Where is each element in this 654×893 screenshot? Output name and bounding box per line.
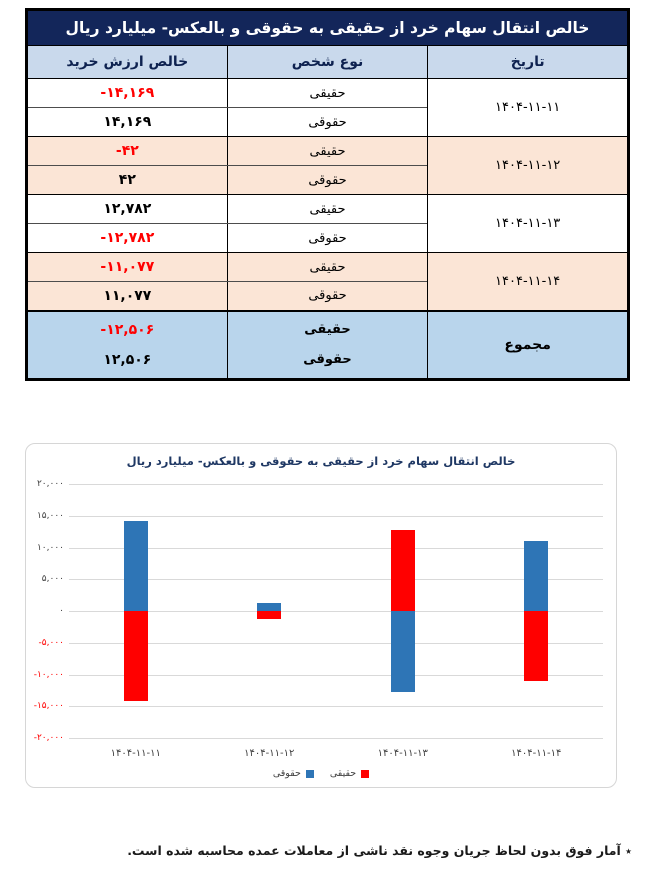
legend-item: حقیقی bbox=[329, 768, 370, 779]
table-row: حقوقی ۱۱,۰۷۷ bbox=[26, 281, 629, 311]
x-axis-label: ۱۴۰۴-۱۱-۱۱ bbox=[110, 748, 161, 759]
bar-segment-negative bbox=[123, 611, 148, 701]
x-axis-label: ۱۴۰۴-۱۱-۱۳ bbox=[377, 748, 428, 759]
person-type-cell: حقوقی bbox=[226, 165, 429, 195]
legend-label: حقیقی bbox=[329, 768, 357, 779]
net-value: -۱۲,۷۸۲ bbox=[100, 230, 155, 246]
y-axis-tick-label: ۱۰,۰۰۰ bbox=[36, 542, 64, 553]
gridline bbox=[69, 738, 603, 739]
gridline bbox=[69, 484, 603, 485]
date-cell: ۱۴۰۴-۱۱-۱۴ bbox=[427, 252, 629, 311]
person-type-cell: حقیقی bbox=[304, 321, 351, 337]
gridline bbox=[69, 674, 603, 676]
bar-segment-negative bbox=[390, 611, 415, 693]
y-axis-tick-label: -۲۰,۰۰۰ bbox=[33, 733, 64, 743]
net-transfer-table: خالص انتقال سهام خرد از حقیقی به حقوقی و… bbox=[25, 8, 630, 381]
y-axis-tick-label: ۵,۰۰۰ bbox=[41, 574, 64, 585]
gridline bbox=[69, 515, 603, 517]
y-axis-tick-label: -۵,۰۰۰ bbox=[38, 637, 64, 648]
x-axis-label: ۱۴۰۴-۱۱-۱۲ bbox=[244, 748, 295, 759]
table-row: ۱۴۰۴-۱۱-۱۳ حقیقی ۱۲,۷۸۲ bbox=[26, 194, 629, 253]
person-type-cell: حقیقی bbox=[226, 252, 429, 282]
bar-segment-positive bbox=[257, 603, 282, 611]
person-type-cell: حقیقی bbox=[226, 78, 429, 108]
table-title: خالص انتقال سهام خرد از حقیقی به حقوقی و… bbox=[26, 9, 629, 46]
net-value: ۱۴,۱۶۹ bbox=[103, 114, 152, 130]
gridline bbox=[69, 579, 603, 581]
table-row: حقوقی -۱۲,۷۸۲ bbox=[26, 223, 629, 253]
net-value-cell: ۴۲ bbox=[26, 165, 228, 195]
gridline bbox=[69, 706, 603, 708]
legend-swatch-icon bbox=[361, 769, 370, 778]
bar-chart: خالص انتقال سهام خرد از حقیقی به حقوقی و… bbox=[25, 443, 617, 788]
person-type-cell: حقوقی bbox=[303, 351, 352, 367]
date-cell: ۱۴۰۴-۱۱-۱۱ bbox=[427, 78, 629, 137]
person-type-cell: حقیقی bbox=[226, 194, 429, 224]
bar-segment-negative bbox=[524, 611, 549, 682]
net-value: ۱۲,۵۰۶ bbox=[103, 351, 152, 368]
chart-title: خالص انتقال سهام خرد از حقیقی به حقوقی و… bbox=[126, 454, 516, 468]
date-cell: ۱۴۰۴-۱۱-۱۲ bbox=[427, 136, 629, 195]
net-value-cell: -۱۲,۷۸۲ bbox=[26, 223, 228, 253]
person-type-cell: حقیقی bbox=[226, 136, 429, 166]
table-header-row: تاریخ نوع شخص خالص ارزش خرید bbox=[26, 45, 629, 79]
legend-swatch-icon bbox=[305, 769, 314, 778]
bar-segment-positive bbox=[123, 521, 148, 611]
total-label: مجموع bbox=[427, 309, 629, 380]
legend-item: حقوقی bbox=[273, 768, 314, 779]
person-type-cell: حقوقی bbox=[226, 223, 429, 253]
table-row: ۱۴۰۴-۱۱-۱۱ حقیقی -۱۴,۱۶۹ bbox=[26, 78, 629, 137]
person-type-cell: حقوقی bbox=[226, 281, 429, 311]
y-axis-tick-label: -۱۰,۰۰۰ bbox=[33, 669, 64, 680]
y-axis-tick-label: ۱۵,۰۰۰ bbox=[36, 510, 64, 521]
net-value-cell: -۱۴,۱۶۹ bbox=[26, 78, 228, 108]
x-axis-label: ۱۴۰۴-۱۱-۱۴ bbox=[511, 748, 562, 759]
gridline bbox=[69, 642, 603, 644]
gridline bbox=[69, 547, 603, 549]
person-type-cell: حقوقی bbox=[226, 107, 429, 137]
gridline bbox=[69, 611, 603, 612]
chart-legend: حقیقی حقوقی bbox=[26, 768, 616, 779]
net-value-cell: -۴۲ bbox=[26, 136, 228, 166]
y-axis-tick-label: -۱۵,۰۰۰ bbox=[33, 701, 64, 712]
bar-segment-positive bbox=[524, 540, 549, 611]
net-value: -۱۱,۰۷۷ bbox=[100, 259, 155, 275]
bar-segment-negative bbox=[257, 611, 282, 619]
net-value-cell: ۱۲,۷۸۲ bbox=[26, 194, 228, 224]
total-values: -۱۲,۵۰۶ ۱۲,۵۰۶ bbox=[26, 309, 228, 380]
net-value: -۴۲ bbox=[115, 143, 139, 159]
y-axis-tick-label: ۰ bbox=[59, 606, 64, 616]
net-value-cell: -۱۱,۰۷۷ bbox=[26, 252, 228, 282]
chart-plot-area: ۲۰,۰۰۰ ۱۵,۰۰۰ ۱۰,۰۰۰ ۵,۰۰۰ ۰ -۵,۰۰۰ -۱۰,۰۰۰ -۱۵… bbox=[26, 444, 616, 787]
table-row: حقوقی ۴۲ bbox=[26, 165, 629, 195]
net-value: -۱۲,۵۰۶ bbox=[100, 321, 155, 338]
column-header-person-type: نوع شخص bbox=[226, 45, 429, 79]
table-total-row: مجموع حقیقی حقوقی -۱۲,۵۰۶ ۱۲,۵۰۶ bbox=[26, 309, 629, 380]
footnote: ٭ آمار فوق بدون لحاظ جریان وجوه نقد ناشی… bbox=[127, 843, 632, 858]
bar-segment-positive bbox=[390, 529, 415, 611]
total-person-types: حقیقی حقوقی bbox=[226, 309, 429, 380]
column-header-net-value: خالص ارزش خرید bbox=[26, 45, 228, 79]
net-value: -۱۴,۱۶۹ bbox=[100, 85, 155, 101]
table-row: ۱۴۰۴-۱۱-۱۴ حقیقی -۱۱,۰۷۷ bbox=[26, 252, 629, 311]
net-value: ۱۲,۷۸۲ bbox=[103, 201, 152, 217]
legend-label: حقوقی bbox=[272, 768, 301, 779]
y-axis-tick-label: ۲۰,۰۰۰ bbox=[36, 479, 64, 489]
date-cell: ۱۴۰۴-۱۱-۱۳ bbox=[427, 194, 629, 253]
net-value: ۴۲ bbox=[118, 172, 136, 188]
net-value-cell: ۱۴,۱۶۹ bbox=[26, 107, 228, 137]
table-row: ۱۴۰۴-۱۱-۱۲ حقیقی -۴۲ bbox=[26, 136, 629, 195]
column-header-date: تاریخ bbox=[427, 45, 629, 79]
net-value: ۱۱,۰۷۷ bbox=[103, 287, 152, 304]
table-row: حقوقی ۱۴,۱۶۹ bbox=[26, 107, 629, 137]
net-value-cell: ۱۱,۰۷۷ bbox=[26, 281, 228, 311]
table-title-row: خالص انتقال سهام خرد از حقیقی به حقوقی و… bbox=[26, 9, 629, 46]
